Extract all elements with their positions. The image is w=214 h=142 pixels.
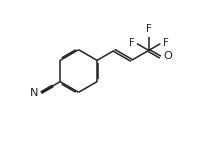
Text: F: F	[146, 24, 152, 34]
Text: F: F	[129, 38, 135, 48]
Text: N: N	[30, 88, 39, 98]
Text: O: O	[163, 51, 172, 61]
Text: F: F	[163, 38, 169, 48]
